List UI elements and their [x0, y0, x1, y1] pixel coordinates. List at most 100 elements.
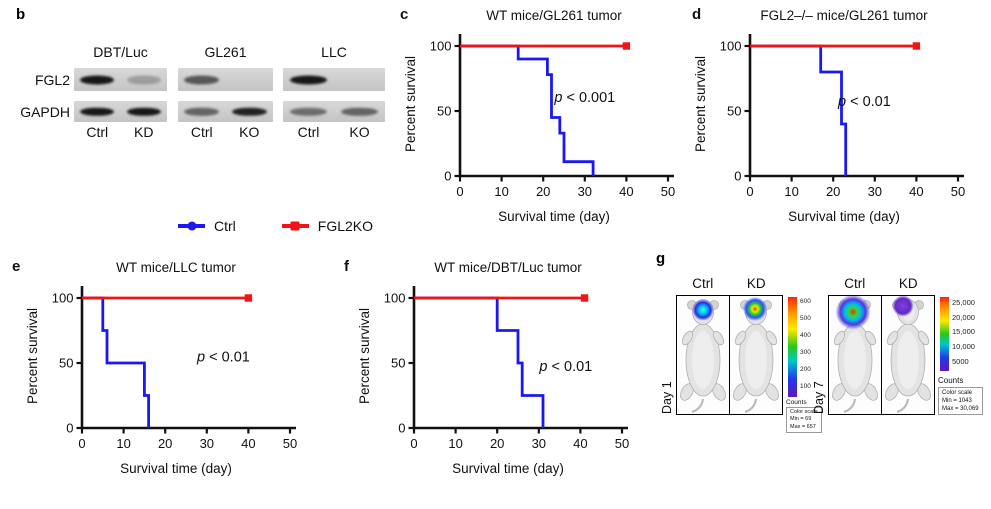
- column-header: Ctrl: [692, 276, 714, 291]
- x-tick-label: 40: [909, 184, 923, 199]
- blot-band: [289, 107, 328, 116]
- counts-label: Counts: [786, 399, 807, 406]
- x-tick-label: 0: [78, 436, 85, 451]
- blot-group-header: DBT/Luc: [93, 44, 148, 60]
- x-tick-label: 20: [158, 436, 172, 451]
- x-tick-label: 20: [536, 184, 550, 199]
- mouse-shading: [844, 331, 866, 389]
- blot-lane: [74, 101, 121, 122]
- legend-item-fgl2ko: FGL2KO: [281, 218, 374, 234]
- x-tick-label: 0: [410, 436, 417, 451]
- panel-g-label: g: [656, 250, 666, 267]
- mouse-box: [729, 296, 782, 414]
- chart-title: FGL2–/– mice/GL261 tumor: [760, 8, 928, 23]
- x-tick-label: 40: [573, 436, 587, 451]
- legend-marker: [281, 221, 309, 231]
- blot-lane: [226, 68, 274, 91]
- luminescence-spot: [835, 294, 871, 330]
- x-tick-label: 30: [868, 184, 882, 199]
- day-label: Day 7: [812, 381, 826, 414]
- mouse-body: [885, 299, 931, 414]
- counts-label: Counts: [938, 376, 964, 385]
- panel-c-label: c: [400, 6, 409, 23]
- blot-lane: [283, 101, 334, 122]
- mouse-shading: [745, 331, 767, 389]
- y-axis-label: Percent survival: [403, 55, 418, 153]
- colorbar-tick-label: 400: [800, 332, 811, 340]
- colorbar-tick-label: 20,000: [952, 312, 975, 322]
- blot-lane: [178, 68, 226, 91]
- colorbar: [788, 297, 797, 397]
- mouse-figure: [832, 294, 878, 414]
- panel-f-label: f: [344, 258, 349, 275]
- mouse-figure: [885, 295, 931, 414]
- blot-lane: [121, 68, 168, 91]
- mouse-front-paw: [681, 330, 694, 346]
- column-header: Ctrl: [844, 276, 866, 291]
- survival-chart-f: f WT mice/DBT/Luc tumor Percent survival 0 1…: [344, 258, 652, 493]
- survival-chart-e: e WT mice/LLC tumor Percent survival 0 10 20 3…: [12, 258, 320, 493]
- colorbar-tick-label: 5000: [952, 356, 969, 366]
- lane-label: KO: [349, 124, 370, 140]
- panel-b-label: b: [16, 6, 26, 23]
- row-label: GAPDH: [20, 103, 70, 120]
- blot-band: [126, 75, 161, 84]
- y-tick-label: 0: [398, 421, 405, 436]
- figure-legend: Ctrl FGL2KO: [178, 215, 373, 237]
- blot-lane: [74, 68, 121, 91]
- luminescence-spot: [742, 296, 768, 322]
- lane-label: Ctrl: [190, 124, 213, 140]
- y-tick-label: 100: [720, 39, 742, 54]
- blot-lane: [121, 101, 168, 122]
- mouse-shading: [897, 331, 919, 389]
- blot-group-header: LLC: [321, 44, 347, 60]
- legend-item-ctrl: Ctrl: [178, 218, 236, 234]
- blot-band: [80, 107, 115, 116]
- column-header: KD: [898, 276, 918, 291]
- blot-lane: [283, 68, 334, 91]
- x-tick-label: 50: [661, 184, 675, 199]
- y-tick-label: 100: [384, 291, 406, 306]
- color-scale-line: Max = 30,069: [942, 406, 979, 413]
- y-tick-label: 50: [59, 356, 73, 371]
- colorbar-tick-label: 25,000: [952, 298, 975, 307]
- blot-band: [184, 75, 220, 84]
- mouse-box: [881, 295, 934, 414]
- legend-label: FGL2KO: [317, 218, 374, 234]
- lane-label: Ctrl: [297, 124, 320, 140]
- mouse-image-row: [676, 295, 783, 415]
- x-tick-label: 50: [615, 436, 629, 451]
- colorbar-tick-label: 100: [800, 383, 811, 391]
- p-value-annotation: p < 0.001: [553, 90, 615, 106]
- blot-strip: [178, 68, 273, 91]
- colorbar: [940, 297, 949, 371]
- y-tick-label: 0: [444, 169, 451, 184]
- blot-group-header: GL261: [204, 44, 247, 60]
- lane-label: Ctrl: [86, 124, 109, 140]
- color-scale-line: Color scale: [790, 409, 818, 415]
- survival-curve-ctrl: [414, 296, 545, 428]
- square-marker-icon: [290, 221, 300, 231]
- mouse-front-paw: [734, 330, 747, 346]
- p-value-annotation: p < 0.01: [538, 359, 592, 375]
- circle-marker-icon: [187, 221, 196, 231]
- survival-plot: 0 10 20 30 40 50 0 50 100 p < 0.01: [384, 286, 629, 451]
- survival-curve-ctrl: [460, 44, 595, 176]
- blot-band: [126, 107, 161, 116]
- blot-strip: [283, 68, 385, 91]
- day-label: Day 1: [660, 381, 674, 414]
- colorbar-tick-labels: 600 500 400 300 200 100: [800, 298, 816, 391]
- y-tick-label: 0: [66, 421, 73, 436]
- mouse-shading: [692, 331, 714, 389]
- panel-b-western-blot: b DBT/Luc Ctrl KD GL261 Ctrl KO LLC Ctrl KO FGL2 G…: [16, 6, 398, 158]
- panel-d-label: d: [692, 6, 702, 23]
- survival-curve-ctrl: [750, 44, 848, 176]
- color-scale-line: Max = 657: [790, 423, 816, 430]
- y-tick-label: 50: [727, 104, 741, 119]
- survival-plot: 0 10 20 30 40 50 0 50 100 p < 0.001: [430, 34, 675, 199]
- row-label: FGL2: [34, 71, 70, 88]
- mouse-figure: [680, 299, 726, 414]
- color-scale-line: Min = 1043: [942, 398, 972, 405]
- blot-strip: [178, 101, 273, 122]
- colorbar-tick-label: 15,000: [952, 327, 975, 337]
